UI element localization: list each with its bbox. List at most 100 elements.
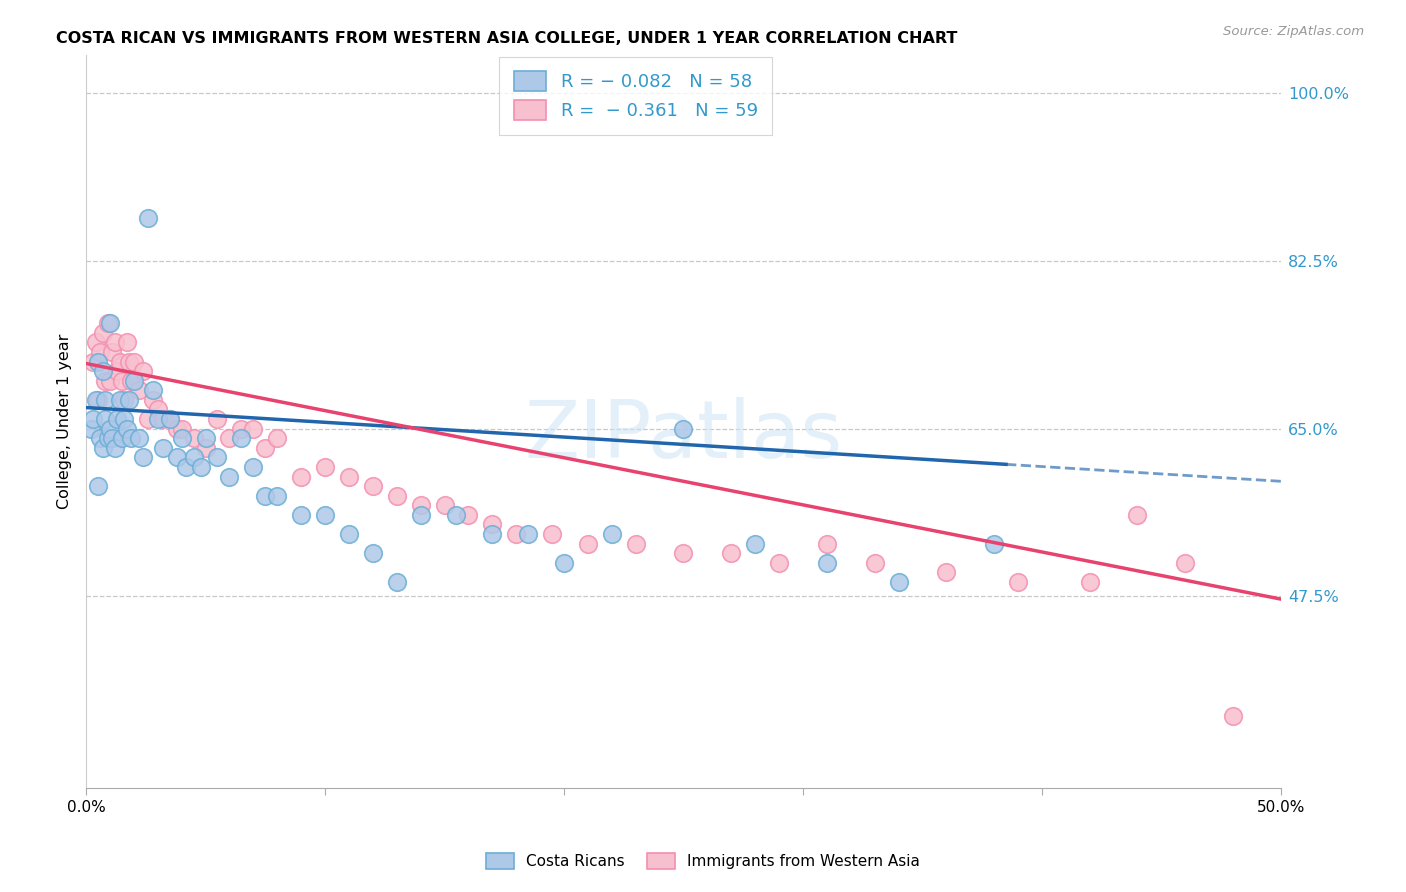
Point xyxy=(87,392,110,407)
Text: COSTA RICAN VS IMMIGRANTS FROM WESTERN ASIA COLLEGE, UNDER 1 YEAR CORRELATION CH: COSTA RICAN VS IMMIGRANTS FROM WESTERN A… xyxy=(56,31,957,46)
Point xyxy=(553,556,575,570)
Point xyxy=(481,527,503,541)
Point xyxy=(80,422,103,436)
Point xyxy=(146,402,169,417)
Point xyxy=(576,536,599,550)
Point xyxy=(242,459,264,474)
Point xyxy=(112,392,135,407)
Point xyxy=(115,335,138,350)
Point xyxy=(118,392,141,407)
Point xyxy=(672,422,695,436)
Point xyxy=(1007,574,1029,589)
Point xyxy=(505,527,527,541)
Point xyxy=(94,392,117,407)
Point xyxy=(481,517,503,532)
Point xyxy=(433,498,456,512)
Point xyxy=(1174,556,1197,570)
Point xyxy=(111,431,134,445)
Point xyxy=(101,431,124,445)
Point xyxy=(94,412,117,426)
Point xyxy=(136,211,159,225)
Point xyxy=(84,392,107,407)
Point xyxy=(815,556,838,570)
Point xyxy=(254,441,277,455)
Point xyxy=(207,412,229,426)
Point xyxy=(128,431,150,445)
Point xyxy=(159,412,181,426)
Point xyxy=(720,546,742,560)
Point xyxy=(82,412,104,426)
Point xyxy=(94,374,117,388)
Point xyxy=(266,431,288,445)
Point xyxy=(600,527,623,541)
Point xyxy=(91,441,114,455)
Point xyxy=(290,469,312,483)
Point xyxy=(385,574,408,589)
Point xyxy=(108,354,131,368)
Point xyxy=(194,431,217,445)
Point xyxy=(166,450,188,465)
Point xyxy=(166,422,188,436)
Point xyxy=(983,536,1005,550)
Point xyxy=(314,508,336,522)
Point xyxy=(105,364,128,378)
Point xyxy=(314,459,336,474)
Point xyxy=(1222,709,1244,723)
Point xyxy=(97,431,120,445)
Point xyxy=(128,384,150,398)
Point xyxy=(104,335,127,350)
Point xyxy=(136,412,159,426)
Point xyxy=(87,354,110,368)
Point xyxy=(815,536,838,550)
Point xyxy=(121,431,143,445)
Y-axis label: College, Under 1 year: College, Under 1 year xyxy=(58,334,72,509)
Point xyxy=(105,412,128,426)
Legend: R = − 0.082   N = 58, R =  − 0.361   N = 59: R = − 0.082 N = 58, R = − 0.361 N = 59 xyxy=(499,57,772,135)
Point xyxy=(132,450,155,465)
Point xyxy=(142,392,165,407)
Point xyxy=(111,374,134,388)
Point xyxy=(98,422,121,436)
Point xyxy=(361,546,384,560)
Point xyxy=(89,345,111,359)
Point xyxy=(337,469,360,483)
Point xyxy=(115,422,138,436)
Point xyxy=(361,479,384,493)
Point xyxy=(337,527,360,541)
Point xyxy=(409,508,432,522)
Point xyxy=(207,450,229,465)
Point xyxy=(266,489,288,503)
Point xyxy=(231,431,253,445)
Text: Source: ZipAtlas.com: Source: ZipAtlas.com xyxy=(1223,25,1364,38)
Point xyxy=(170,431,193,445)
Point xyxy=(122,354,145,368)
Point xyxy=(624,536,647,550)
Point xyxy=(457,508,479,522)
Point xyxy=(183,450,205,465)
Point xyxy=(122,374,145,388)
Point xyxy=(91,326,114,340)
Point xyxy=(142,384,165,398)
Point xyxy=(231,422,253,436)
Point xyxy=(146,412,169,426)
Point xyxy=(82,354,104,368)
Point xyxy=(517,527,540,541)
Point xyxy=(863,556,886,570)
Point xyxy=(218,469,240,483)
Point xyxy=(152,441,174,455)
Point xyxy=(254,489,277,503)
Point xyxy=(108,392,131,407)
Point xyxy=(218,431,240,445)
Point xyxy=(768,556,790,570)
Point xyxy=(672,546,695,560)
Point xyxy=(194,441,217,455)
Point xyxy=(104,441,127,455)
Point xyxy=(132,364,155,378)
Point xyxy=(1126,508,1149,522)
Point xyxy=(87,479,110,493)
Point xyxy=(446,508,468,522)
Text: ZIPatlas: ZIPatlas xyxy=(524,397,842,475)
Legend: Costa Ricans, Immigrants from Western Asia: Costa Ricans, Immigrants from Western As… xyxy=(479,847,927,875)
Point xyxy=(101,345,124,359)
Point xyxy=(121,374,143,388)
